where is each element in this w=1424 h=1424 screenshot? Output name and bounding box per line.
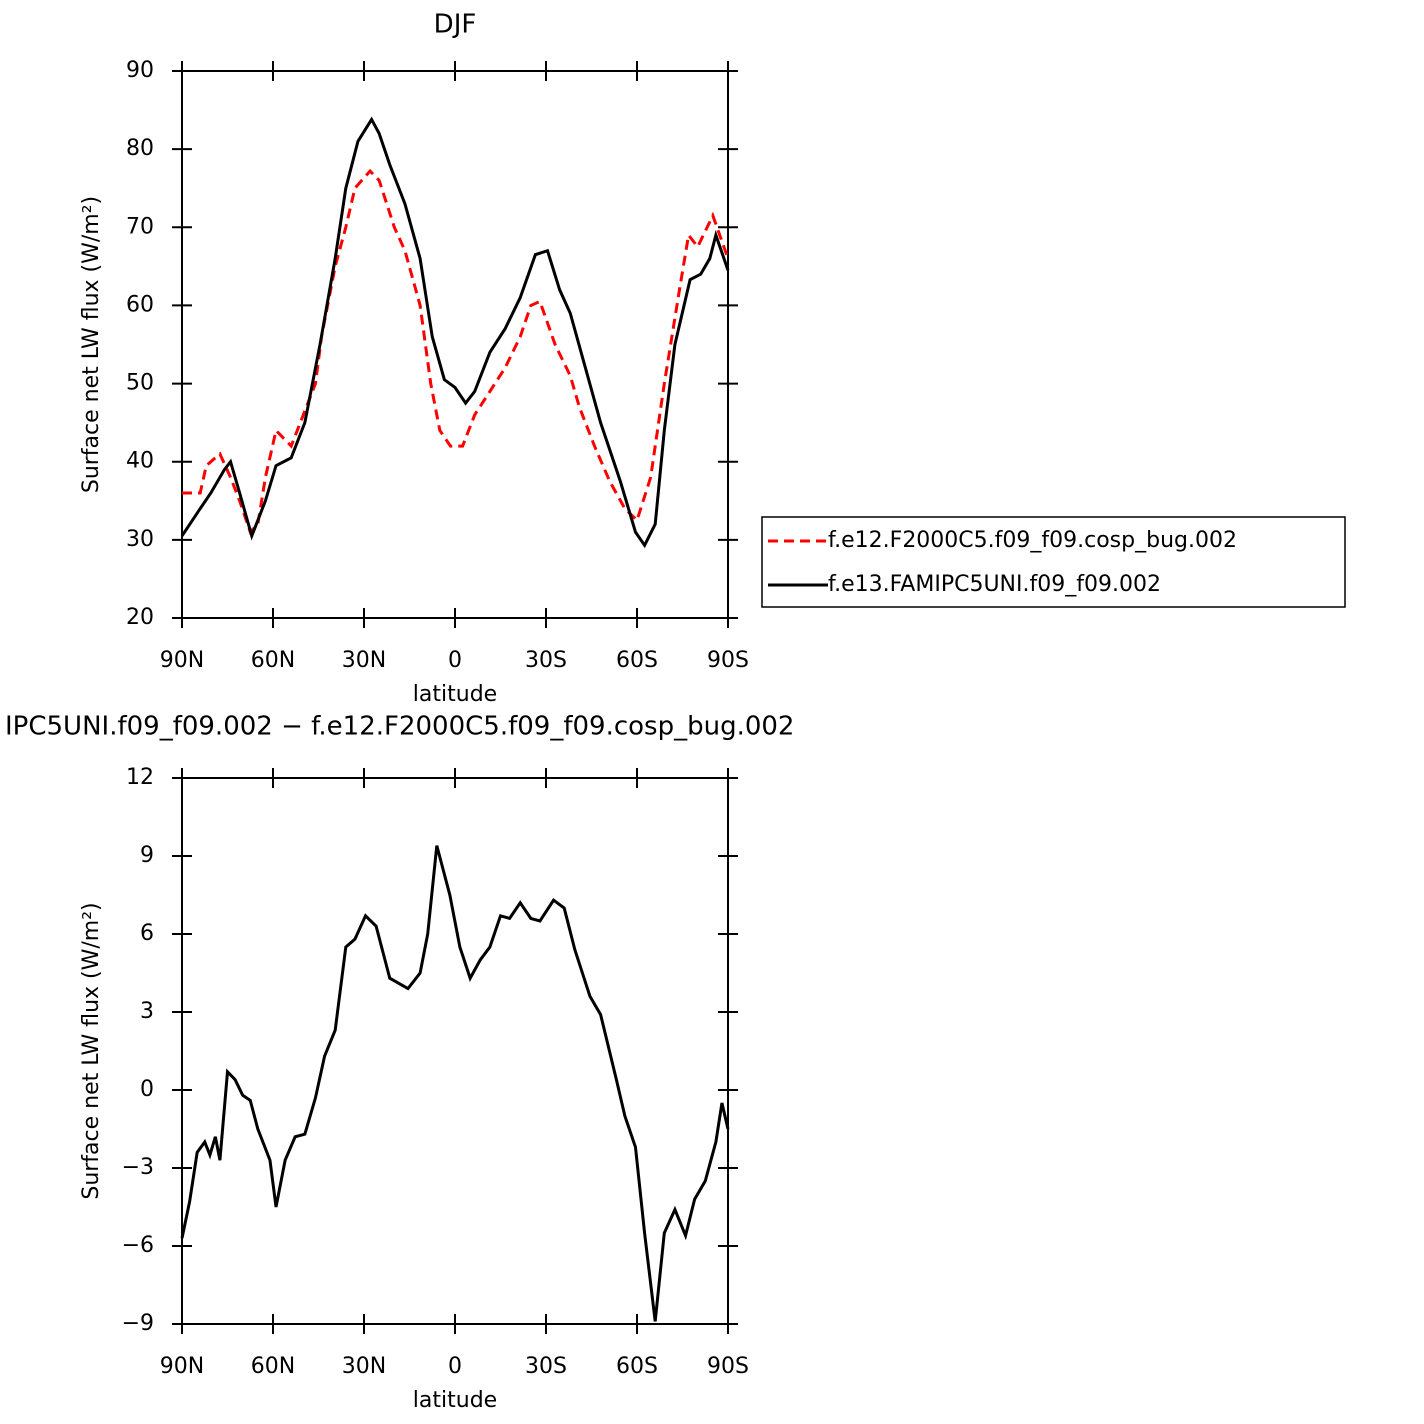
y-tick-label: 30 xyxy=(126,527,154,552)
x-tick-label: 60S xyxy=(616,648,658,673)
y-tick-label: 0 xyxy=(140,1077,154,1102)
y-tick-label: 20 xyxy=(126,605,154,630)
y-tick-label: −9 xyxy=(122,1311,154,1336)
y-tick-label: 70 xyxy=(126,214,154,239)
y-tick-label: −6 xyxy=(122,1233,154,1258)
x-tick-label: 90N xyxy=(160,1354,204,1379)
y-tick-label: 6 xyxy=(140,921,154,946)
x-tick-label: 60S xyxy=(616,1354,658,1379)
chart-title: DJF xyxy=(434,10,477,40)
plot-frame xyxy=(181,70,729,619)
data-line xyxy=(180,845,730,1322)
x-tick-label: 0 xyxy=(448,648,462,673)
chart-title: IPC5UNI.f09_f09.002 − f.e12.F2000C5.f09_… xyxy=(5,712,794,742)
y-tick-label: 90 xyxy=(126,58,154,83)
x-axis-label: latitude xyxy=(413,1388,497,1413)
x-tick-label: 30N xyxy=(342,1354,386,1379)
y-tick-label: 40 xyxy=(126,449,154,474)
x-tick-label: 30S xyxy=(525,1354,567,1379)
y-axis-label: Surface net LW flux (W/m²) xyxy=(79,902,104,1199)
legend-label: f.e12.F2000C5.f09_f09.cosp_bug.002 xyxy=(828,528,1237,553)
y-tick-label: 3 xyxy=(140,999,154,1024)
x-tick-label: 90S xyxy=(707,648,749,673)
x-tick-label: 90N xyxy=(160,648,204,673)
x-axis-label: latitude xyxy=(413,682,497,707)
y-tick-label: 80 xyxy=(126,136,154,161)
y-tick-label: 60 xyxy=(126,292,154,317)
y-axis-label: Surface net LW flux (W/m²) xyxy=(79,196,104,493)
y-tick-label: 12 xyxy=(126,765,154,790)
legend-box xyxy=(761,516,1346,608)
legend-label: f.e13.FAMIPC5UNI.f09_f09.002 xyxy=(828,572,1161,597)
x-tick-label: 60N xyxy=(251,648,295,673)
x-tick-label: 0 xyxy=(448,1354,462,1379)
data-line xyxy=(182,168,730,535)
x-tick-label: 30S xyxy=(525,648,567,673)
y-tick-label: 9 xyxy=(140,843,154,868)
data-line xyxy=(180,116,730,549)
x-tick-label: 60N xyxy=(251,1354,295,1379)
x-tick-label: 30N xyxy=(342,648,386,673)
plot-frame xyxy=(181,777,729,1325)
x-tick-label: 90S xyxy=(707,1354,749,1379)
y-tick-label: −3 xyxy=(122,1155,154,1180)
y-tick-label: 50 xyxy=(126,371,154,396)
